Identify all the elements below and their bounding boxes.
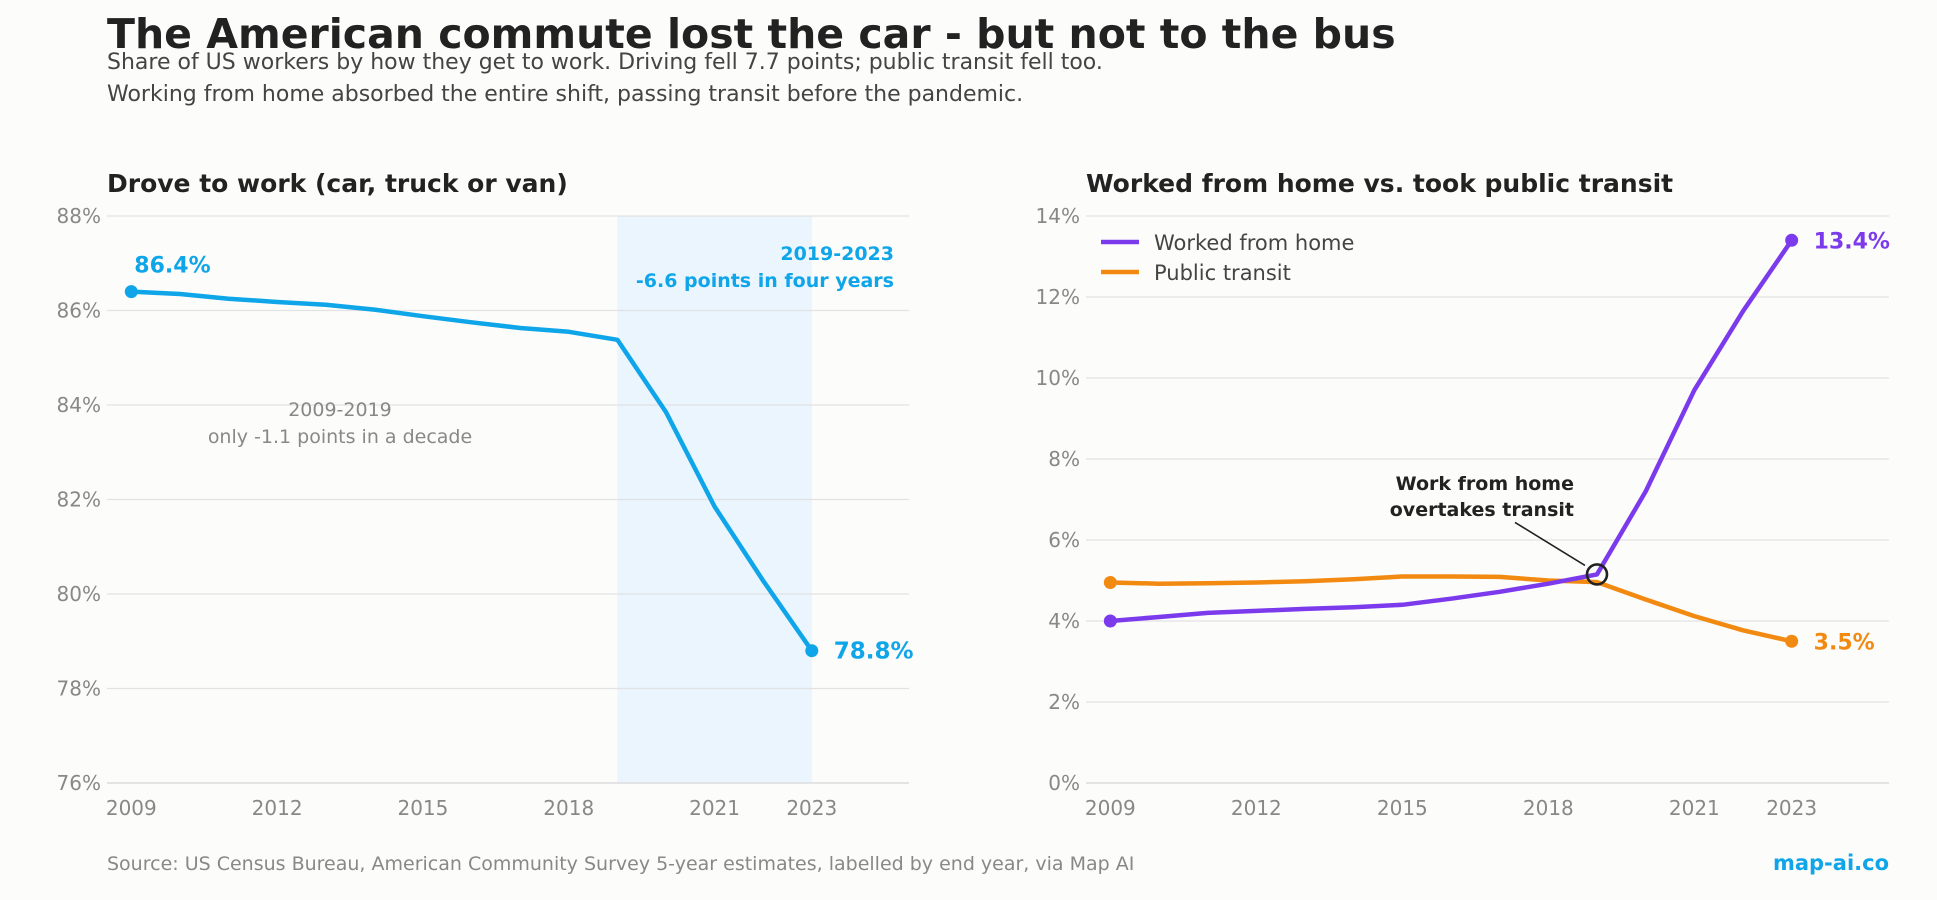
wfh-transit-x-tick-2012: 2012 [1231, 796, 1282, 820]
wfh-transit-y-tick-2: 2% [1048, 690, 1080, 714]
wfh-transit-gridlines [1086, 215, 1889, 784]
wfh-transit-y-tick-12: 12% [1036, 285, 1080, 309]
drove-end-label: 78.8% [834, 639, 914, 665]
wfh-transit-x-tick-2009: 2009 [1085, 796, 1136, 820]
transit-start-point [1103, 576, 1117, 590]
drove-start-label: 86.4% [134, 254, 210, 279]
drove-x-tick-2015: 2015 [397, 796, 448, 820]
drove-y-tick-88: 88% [57, 204, 101, 228]
wfh-end-label: 13.4% [1814, 229, 1890, 254]
legend-transit-label: Public transit [1154, 261, 1291, 285]
wfh-transit-x-tick-2018: 2018 [1523, 796, 1574, 820]
decade-note-line-1: 2009-2019 [288, 399, 392, 421]
drove-gridlines [107, 215, 909, 784]
crossover-note-line-2: overtakes transit [1390, 499, 1574, 521]
wfh-transit-y-tick-6: 6% [1048, 528, 1080, 552]
covid-note-line-2: -6.6 points in four years [636, 270, 894, 292]
drove-y-tick-76: 76% [57, 771, 101, 795]
drove-x-tick-2012: 2012 [252, 796, 303, 820]
drove-y-tick-86: 86% [57, 299, 101, 323]
covid-note-line-1: 2019-2023 [780, 243, 894, 265]
drove-y-tick-78: 78% [57, 677, 101, 701]
drove-y-axis: 76% 78% 80% 82% 84% 86% 88% [57, 204, 101, 795]
wfh-transit-y-tick-10: 10% [1036, 366, 1080, 390]
drove-series-line [129, 289, 815, 653]
wfh-transit-x-tick-2015: 2015 [1377, 796, 1428, 820]
drove-x-tick-2021: 2021 [689, 796, 740, 820]
wfh-transit-y-tick-0: 0% [1048, 771, 1080, 795]
drove-end-point [805, 644, 819, 658]
transit-end-label: 3.5% [1814, 630, 1875, 655]
wfh-end-point [1785, 233, 1799, 247]
page-subtitle-line-2: Working from home absorbed the entire sh… [107, 82, 1024, 107]
wfh-transit-panel: Worked from home vs. took public transit… [1036, 169, 1890, 820]
wfh-transit-x-tick-2021: 2021 [1669, 796, 1720, 820]
wfh-transit-y-axis: 0% 2% 4% 6% 8% 10% 12% 14% [1036, 204, 1080, 795]
source-note: Source: US Census Bureau, American Commu… [107, 853, 1135, 875]
wfh-series-line [1108, 238, 1794, 624]
wfh-transit-panel-title: Worked from home vs. took public transit [1086, 169, 1673, 198]
transit-end-point [1785, 634, 1799, 648]
crossover-pointer [1514, 521, 1586, 567]
legend-wfh-label: Worked from home [1154, 231, 1354, 255]
legend: Worked from home Public transit [1101, 231, 1354, 285]
wfh-transit-x-axis: 2009 2012 2015 2018 2021 2023 [1085, 796, 1817, 820]
drove-y-tick-82: 82% [57, 488, 101, 512]
drove-start-point [124, 285, 138, 299]
crossover-marker [1585, 563, 1609, 586]
drove-x-tick-2009: 2009 [106, 796, 157, 820]
wfh-transit-x-tick-2023: 2023 [1766, 796, 1817, 820]
page-title: The American commute lost the car - but … [107, 10, 1396, 58]
decade-note-line-2: only -1.1 points in a decade [208, 426, 472, 448]
brand-link[interactable]: map-ai.co [1772, 851, 1889, 875]
wfh-transit-y-tick-14: 14% [1036, 204, 1080, 228]
drove-y-tick-84: 84% [57, 393, 101, 417]
wfh-transit-y-tick-4: 4% [1048, 609, 1080, 633]
page-subtitle-line-1: Share of US workers by how they get to w… [107, 50, 1103, 75]
drove-x-tick-2023: 2023 [786, 796, 837, 820]
wfh-transit-y-tick-8: 8% [1048, 447, 1080, 471]
drove-panel: Drove to work (car, truck or van) 76% 78%… [57, 169, 914, 820]
drove-y-tick-80: 80% [57, 582, 101, 606]
drove-x-axis: 2009 2012 2015 2018 2021 2023 [106, 796, 837, 820]
drove-x-tick-2018: 2018 [543, 796, 594, 820]
crossover-note-line-1: Work from home [1396, 473, 1574, 495]
transit-series-line [1108, 574, 1794, 644]
drove-panel-title: Drove to work (car, truck or van) [107, 169, 568, 198]
wfh-start-point [1103, 614, 1117, 628]
